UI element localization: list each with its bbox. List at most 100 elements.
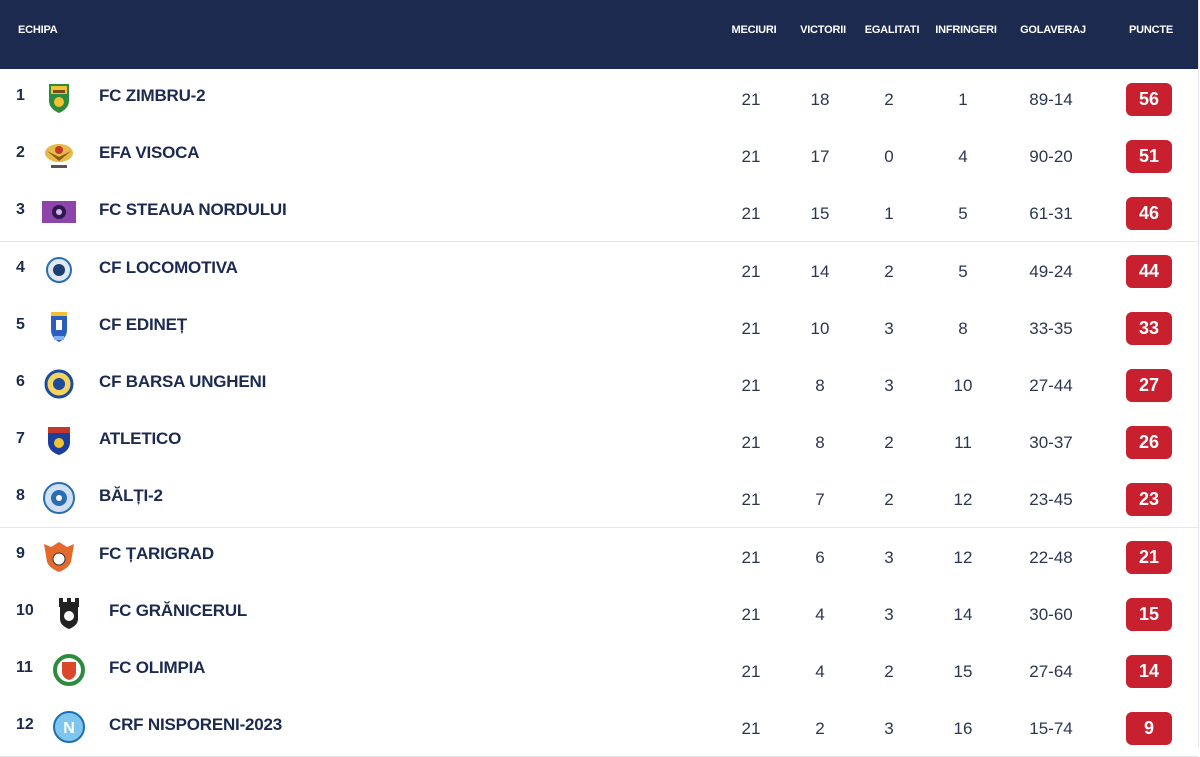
header-won[interactable]: VICTORII [800, 24, 846, 36]
lost-value: 14 [953, 604, 973, 624]
header-points[interactable]: PUNCTE [1128, 24, 1174, 36]
team-name-link[interactable]: CF EDINEȚ [99, 314, 187, 334]
goal-difference-value: 23-45 [1029, 490, 1073, 510]
lost-value: 11 [954, 433, 972, 453]
edinet-crest-icon[interactable] [42, 310, 76, 344]
team-name-link[interactable]: CF BARSA UNGHENI [99, 372, 267, 391]
drawn-value: 2 [884, 662, 894, 681]
steaua-nordului-icon[interactable] [42, 195, 76, 229]
header-goals[interactable]: GOLAVERAJ [1020, 24, 1086, 36]
table-row[interactable]: 7 ATLETICO 21 8 2 11 30-37 26 [0, 413, 1198, 472]
table-row[interactable]: 10 FC GRĂNICERUL 21 4 3 14 30-60 15 [0, 584, 1198, 643]
points-badge: 51 [1126, 140, 1172, 174]
played-value: 21 [741, 662, 761, 681]
drawn-value: 2 [884, 490, 894, 510]
nisporeni-round-icon[interactable]: N [52, 710, 86, 744]
won-value: 14 [810, 261, 830, 281]
balti-round-icon[interactable] [42, 481, 76, 515]
played-value: 21 [741, 376, 761, 395]
drawn-value: 1 [884, 204, 894, 224]
lost-value: 5 [958, 261, 968, 281]
table-row[interactable]: 6 CF BARSA UNGHENI 21 8 3 10 27-44 27 [0, 356, 1198, 414]
team-position: 6 [16, 373, 25, 390]
won-value: 15 [810, 204, 830, 224]
locomotiva-ball-icon[interactable] [42, 253, 76, 287]
lost-value: 5 [958, 204, 968, 224]
team-position: 10 [16, 601, 34, 619]
team-position: 5 [16, 315, 25, 333]
team-name-link[interactable]: FC ȚARIGRAD [99, 543, 214, 563]
drawn-value: 3 [884, 547, 894, 567]
atletico-shield-icon[interactable] [42, 424, 76, 458]
drawn-value: 2 [884, 433, 894, 453]
team-name-link[interactable]: EFA VISOCA [99, 143, 200, 163]
header-lost[interactable]: INFRINGERI [935, 24, 997, 36]
team-name-link[interactable]: CRF NISPORENI-2023 [109, 715, 283, 735]
table-header: ECHIPA MECIURI VICTORII EGALITATI INFRIN… [0, 0, 1198, 69]
team-name-link[interactable]: BĂLȚI-2 [99, 486, 163, 506]
won-value: 4 [815, 604, 825, 624]
drawn-value: 2 [884, 261, 894, 281]
header-team[interactable]: ECHIPA [18, 24, 58, 36]
won-value: 17 [810, 147, 830, 167]
goal-difference-value: 49-24 [1029, 261, 1073, 281]
goal-difference-value: 15-74 [1029, 719, 1073, 739]
table-row[interactable]: 12 N CRF NISPORENI-2023 21 2 3 16 15-74 9 [0, 699, 1198, 757]
header-drawn[interactable]: EGALITATI [864, 24, 920, 36]
points-badge: 15 [1126, 597, 1172, 631]
table-row[interactable]: 8 BĂLȚI-2 21 7 2 12 23-45 23 [0, 470, 1198, 529]
header-played[interactable]: MECIURI [731, 24, 777, 36]
played-value: 21 [741, 433, 761, 453]
team-position: 7 [16, 430, 25, 448]
lost-value: 8 [958, 318, 968, 338]
drawn-value: 3 [884, 719, 894, 739]
visoca-eagle-icon[interactable] [42, 138, 76, 172]
played-value: 21 [741, 490, 761, 510]
table-row[interactable]: 9 FC ȚARIGRAD 21 6 3 12 22-48 21 [0, 527, 1198, 586]
table-row[interactable]: 4 CF LOCOMOTIVA 21 14 2 5 49-24 44 [0, 241, 1198, 300]
played-value: 21 [741, 147, 761, 167]
points-badge: 46 [1126, 197, 1172, 231]
points-badge: 26 [1126, 426, 1172, 460]
goal-difference-value: 30-37 [1029, 433, 1073, 453]
goal-difference-value: 90-20 [1029, 147, 1073, 167]
team-name-link[interactable]: FC GRĂNICERUL [109, 600, 248, 620]
table-row[interactable]: 11 FC OLIMPIA 21 4 2 15 27-64 14 [0, 642, 1198, 700]
team-name-link[interactable]: CF LOCOMOTIVA [99, 257, 238, 277]
table-row[interactable]: 5 CF EDINEȚ 21 10 3 8 33-35 33 [0, 298, 1198, 357]
goal-difference-value: 30-60 [1029, 604, 1073, 624]
olimpia-wreath-icon[interactable] [52, 653, 86, 687]
team-position: 11 [16, 659, 33, 676]
lost-value: 12 [953, 490, 973, 510]
team-position: 9 [16, 544, 25, 562]
table-row[interactable]: 1 FC ZIMBRU-2 21 18 2 1 89-14 56 [0, 70, 1198, 128]
points-badge: 14 [1126, 655, 1172, 688]
goal-difference-value: 33-35 [1029, 318, 1073, 338]
team-name-link[interactable]: ATLETICO [99, 429, 182, 449]
team-position: 4 [16, 258, 25, 276]
team-name-link[interactable]: FC STEAUA NORDULUI [99, 200, 287, 220]
team-position: 8 [16, 487, 25, 505]
played-value: 21 [741, 719, 761, 739]
goal-difference-value: 61-31 [1029, 204, 1073, 224]
team-name-link[interactable]: FC ZIMBRU-2 [99, 86, 206, 105]
tarigrad-crest-icon[interactable] [42, 539, 76, 573]
zimbru-crest-icon[interactable] [42, 81, 76, 115]
drawn-value: 2 [884, 90, 894, 109]
lost-value: 4 [958, 147, 968, 167]
played-value: 21 [741, 547, 761, 567]
barsa-ungheni-icon[interactable] [42, 367, 76, 401]
granicerul-tower-icon[interactable] [52, 596, 86, 630]
table-row[interactable]: 3 FC STEAUA NORDULUI 21 15 1 5 61-31 46 [0, 184, 1198, 243]
goal-difference-value: 89-14 [1029, 90, 1073, 109]
drawn-value: 3 [884, 376, 894, 395]
team-position: 2 [16, 144, 25, 162]
team-position: 3 [16, 201, 25, 219]
team-name-link[interactable]: FC OLIMPIA [109, 658, 206, 677]
table-row[interactable]: 2 EFA VISOCA 21 17 0 4 90-20 51 [0, 127, 1198, 186]
played-value: 21 [741, 261, 761, 281]
lost-value: 10 [953, 376, 973, 395]
lost-value: 16 [953, 719, 973, 739]
points-badge: 9 [1126, 712, 1172, 746]
